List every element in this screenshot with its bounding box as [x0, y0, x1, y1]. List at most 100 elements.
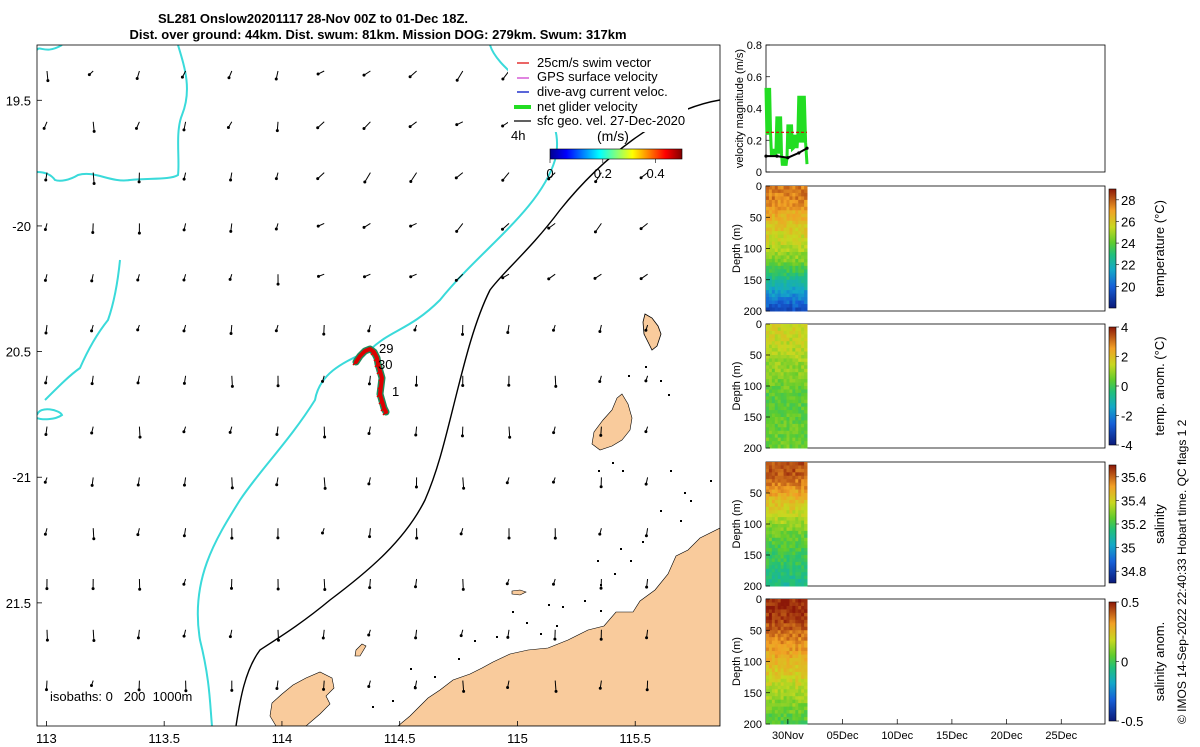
salinity-cell: [777, 465, 782, 470]
time-tick-label: 10Dec: [881, 730, 913, 742]
temperature-cell: [786, 217, 790, 222]
temperature-cell: [768, 304, 773, 309]
salinity-cell: [804, 496, 808, 501]
temp_anomaly-cell: [804, 351, 808, 356]
sal_anomaly-cell: [804, 640, 808, 645]
time-tick-label: 15Dec: [936, 730, 968, 742]
temp_anomaly-cell: [798, 410, 802, 415]
sal_anomaly-cell: [766, 713, 770, 718]
temperature-cell: [766, 186, 770, 190]
temperature-cell: [777, 245, 782, 249]
lon-tick-label: 115.5: [619, 731, 651, 746]
temp_anomaly-cell: [777, 355, 782, 359]
salinity-cell: [780, 468, 785, 473]
sal_anomaly-cell: [774, 717, 779, 722]
geo-vector-head: [368, 535, 372, 539]
sal_anomaly-cell: [771, 682, 776, 687]
temp_anomaly-cell: [804, 434, 808, 439]
temp_anomaly-cell: [780, 403, 785, 408]
temp_anomaly-cell: [795, 379, 799, 384]
salinity-cell: [786, 493, 790, 497]
temp_anomaly-cell: [780, 392, 785, 397]
temp_anomaly-cell: [768, 365, 773, 370]
sal_anomaly-cell: [766, 637, 770, 642]
temperature-cell: [766, 189, 770, 194]
temp_anomaly-cell: [771, 441, 776, 446]
temperature-cell: [774, 297, 779, 302]
salinity-cell: [789, 482, 793, 487]
temperature-cell: [792, 251, 796, 256]
temp_anomaly-cell: [771, 372, 776, 377]
salinity-cell: [774, 565, 779, 570]
temp_anomaly-cell: [777, 382, 782, 387]
sal_anomaly-cell: [795, 599, 799, 603]
temp_anomaly-cell: [771, 427, 776, 432]
sal_anomaly-cell: [798, 602, 802, 607]
temperature-cell: [766, 220, 770, 225]
temperature-cell: [777, 217, 782, 222]
sal_anomaly-cell: [783, 616, 788, 621]
temp_anomaly-cell: [804, 396, 808, 401]
temperature-cell: [798, 300, 802, 305]
temperature-cell: [792, 283, 796, 288]
sal_anomaly-cell: [771, 658, 776, 662]
temperature-cell: [771, 307, 776, 312]
sal_anomaly-cell: [789, 689, 793, 694]
sal_anomaly-cell: [771, 616, 776, 621]
temperature-cell: [798, 279, 802, 284]
temperature-cell: [804, 196, 808, 201]
temperature-cell: [795, 203, 799, 208]
salinity-cell: [804, 486, 808, 491]
salinity-cell: [783, 572, 788, 577]
temp_anomaly-cell: [804, 330, 808, 335]
salinity-cell: [780, 565, 785, 570]
temp_anomaly-cell: [801, 437, 805, 442]
sal_anomaly-cell: [777, 713, 782, 718]
temperature-cell: [771, 262, 776, 267]
sal_anomaly-cell: [766, 633, 770, 638]
geo-vector-head: [322, 332, 326, 336]
salinity-cell: [801, 517, 805, 522]
geo-vector-head: [136, 483, 140, 487]
geo-vector-head: [362, 225, 366, 229]
temperature-cell: [774, 258, 779, 263]
temperature-cell: [783, 227, 788, 232]
sal_anomaly-cell: [798, 630, 802, 635]
temperature-cell: [783, 203, 788, 208]
temp_anomaly-cell: [795, 361, 799, 366]
islet: [548, 604, 550, 606]
temp_anomaly-cell: [795, 351, 799, 356]
temperature-cell: [771, 224, 776, 229]
legend-label-current: dive-avg current veloc.: [537, 84, 668, 99]
islet: [600, 610, 602, 612]
temperature-cell: [774, 269, 779, 274]
geo-vector-head: [321, 636, 325, 640]
islet: [628, 375, 630, 377]
salinity-cell: [795, 579, 799, 584]
temp_anomaly-cell: [786, 375, 790, 380]
temp_anomaly-cell: [804, 403, 808, 408]
sal_anomaly-cell: [789, 651, 793, 656]
sal_anomaly-cell: [768, 623, 773, 628]
sal_anomaly-cell: [780, 689, 785, 694]
geo-vector-head: [599, 637, 603, 641]
temperature-cell: [774, 293, 779, 298]
temp_anomaly-cell: [768, 410, 773, 415]
salinity-cell: [768, 496, 773, 501]
temperature-cell: [766, 297, 770, 302]
temp_anomaly-cell: [786, 403, 790, 408]
salinity-cell: [798, 572, 802, 577]
temperature-cell: [768, 231, 773, 236]
temp_anomaly-cell: [766, 406, 770, 411]
temp_anomaly-cell: [798, 396, 802, 401]
sal_anomaly-cell: [766, 609, 770, 614]
temperature-cell: [789, 286, 793, 291]
salinity-cell: [780, 561, 785, 566]
temp_anomaly-cell: [798, 358, 802, 363]
map-legend: 25cm/s swim vector GPS surface velocity …: [508, 52, 688, 181]
sal_anomaly-cell: [766, 675, 770, 680]
salinity-cell: [792, 524, 796, 528]
islet: [474, 640, 476, 642]
geo-vector-head: [551, 480, 555, 484]
